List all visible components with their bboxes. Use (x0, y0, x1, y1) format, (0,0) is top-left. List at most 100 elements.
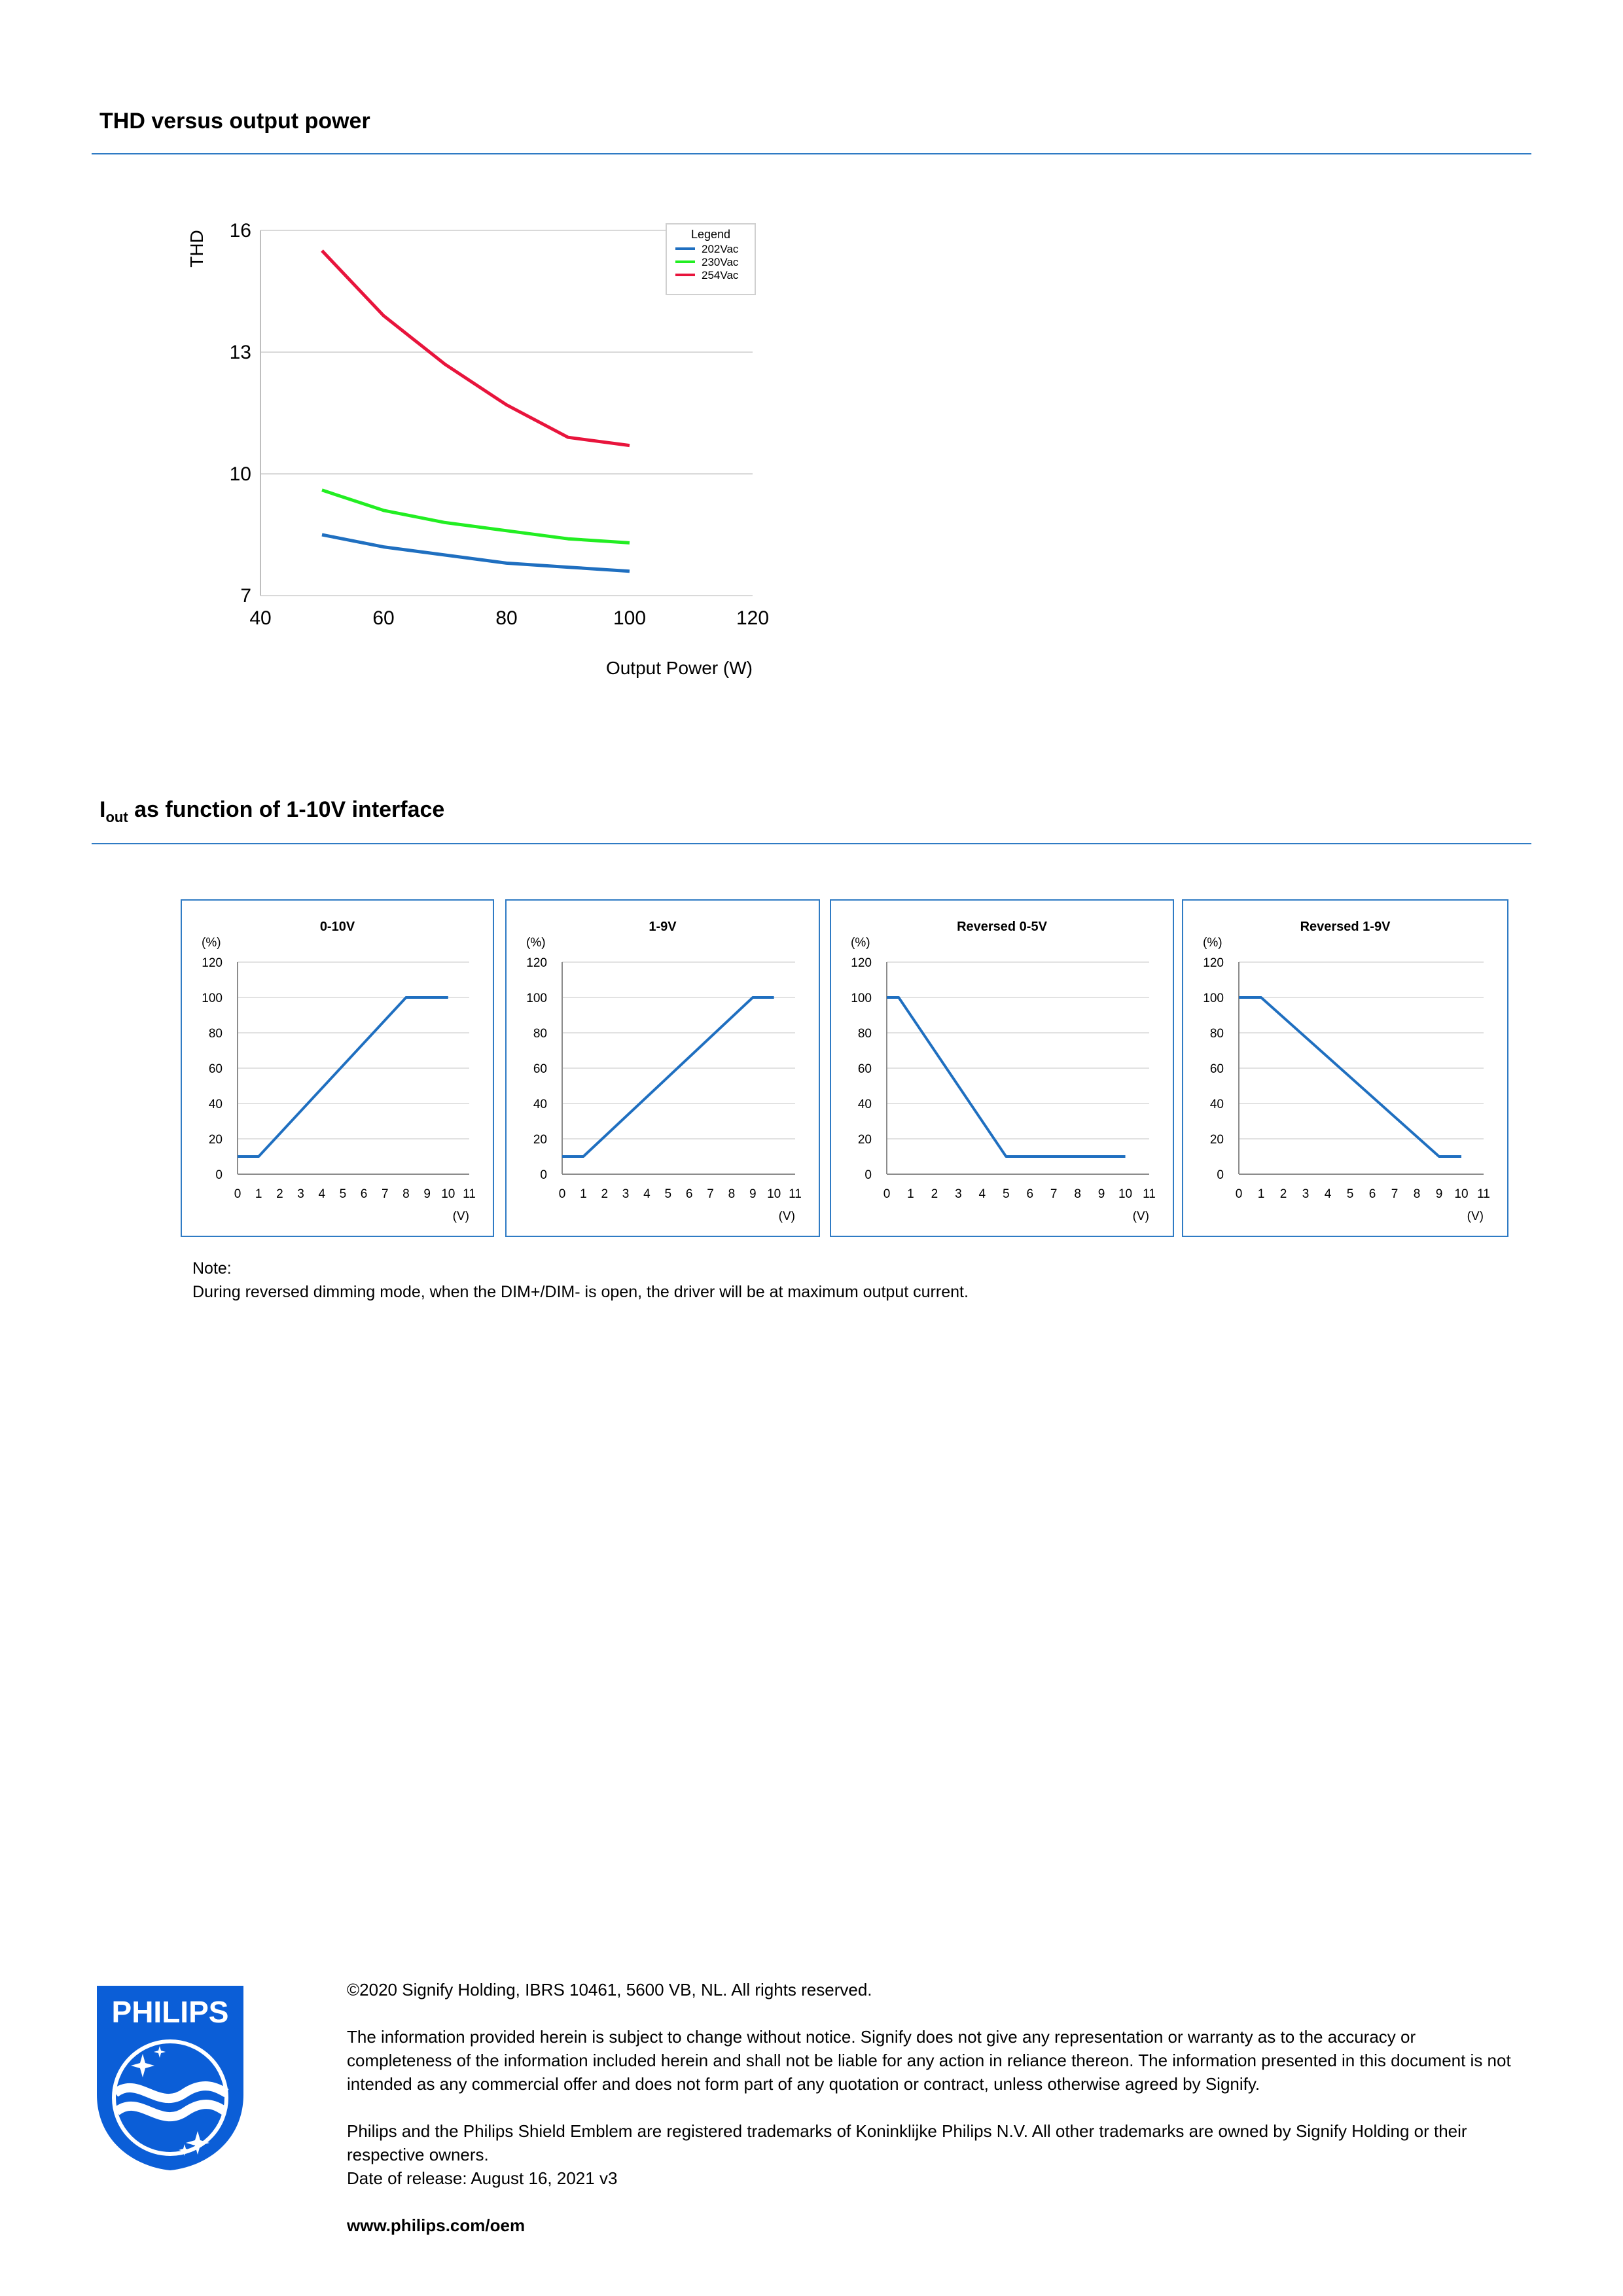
y-tick-label: 100 (526, 992, 547, 1005)
x-tick-label: 9 (1436, 1187, 1443, 1201)
panel-title: 0-10V (320, 920, 355, 934)
thd-section-divider (92, 153, 1531, 154)
x-tick-label: 5 (340, 1187, 347, 1201)
x-tick-label: 8 (402, 1187, 410, 1201)
thd-chart: 7 10 13 16 40 60 80 100 120 THD Output Power (W) Le… (187, 220, 769, 678)
x-tick-label: 8 (1074, 1187, 1081, 1201)
y-tick-label: 100 (851, 992, 872, 1005)
x-tick-label: 10 (1454, 1187, 1468, 1201)
dimming-curve (887, 996, 1126, 1158)
footer-copyright: ©2020 Signify Holding, IBRS 10461, 5600 … (347, 1980, 872, 2000)
y-tick-label: 40 (858, 1098, 872, 1111)
y-tick-label: 0 (215, 1168, 223, 1182)
x-unit-label: (V) (1467, 1210, 1484, 1223)
x-tick-label: 1 (1258, 1187, 1265, 1201)
x-tick-label: 40 (249, 607, 271, 629)
y-tick-label: 80 (858, 1027, 872, 1041)
x-tick-label: 2 (931, 1187, 938, 1201)
legend-box (666, 223, 756, 295)
y-unit-label: (%) (851, 936, 870, 950)
y-unit-label: (%) (1203, 936, 1222, 950)
x-tick-label: 2 (1280, 1187, 1287, 1201)
x-tick-label: 9 (749, 1187, 757, 1201)
footer-website-link[interactable]: www.philips.com/oem (347, 2215, 526, 2235)
x-tick-label: 8 (728, 1187, 736, 1201)
y-axis-label: THD (187, 230, 207, 268)
y-tick-label: 120 (1203, 956, 1224, 970)
x-tick-label: 11 (1477, 1187, 1490, 1201)
x-tick-label: 9 (1098, 1187, 1105, 1201)
x-tick-label: 0 (234, 1187, 241, 1201)
iout-section-divider (92, 843, 1531, 844)
x-tick-label: 2 (601, 1187, 608, 1201)
x-tick-label: 0 (1236, 1187, 1243, 1201)
y-tick-label: 0 (1217, 1168, 1224, 1182)
legend-label: 230Vac (702, 256, 739, 268)
x-tick-label: 10 (767, 1187, 781, 1201)
legend-title: Legend (691, 228, 730, 241)
panel-title: Reversed 0-5V (957, 920, 1048, 934)
y-tick-label: 0 (865, 1168, 872, 1182)
x-tick-label: 100 (613, 607, 646, 629)
dim-panel-reversed-0-5v: Reversed 0-5V (%) 0 20 40 60 80 100 120 0 1 2 3 4 5 6 7 8… (830, 899, 1174, 1237)
y-unit-label: (%) (202, 936, 221, 950)
x-unit-label: (V) (1133, 1210, 1149, 1223)
y-tick-label: 40 (209, 1098, 223, 1111)
x-tick-label: 4 (979, 1187, 986, 1201)
legend-label: 202Vac (702, 243, 739, 255)
y-tick-label: 20 (858, 1133, 872, 1147)
dim-panel-1-9v: 1-9V (%) 0 20 40 60 80 100 120 0 1 2 3 4 5 6 7 8 9 10 11 (V) (505, 899, 820, 1237)
legend-label: 254Vac (702, 269, 739, 281)
dim-panel-reversed-1-9v: Reversed 1-9V (%) 0 20 40 60 80 100 120 0 1 2 3 4 5 6 7 8… (1182, 899, 1508, 1237)
y-tick-label: 120 (526, 956, 547, 970)
x-tick-label: 1 (580, 1187, 587, 1201)
y-tick-label: 20 (1210, 1133, 1224, 1147)
note-label: Note: (192, 1259, 232, 1278)
x-tick-label: 6 (1369, 1187, 1376, 1201)
x-tick-label: 4 (1325, 1187, 1332, 1201)
y-tick-label: 60 (858, 1062, 872, 1076)
y-tick-label: 60 (533, 1062, 547, 1076)
x-unit-label: (V) (779, 1210, 795, 1223)
footer-trademarks: Philips and the Philips Shield Emblem ar… (347, 2121, 1467, 2164)
x-tick-label: 3 (1302, 1187, 1310, 1201)
y-unit-label: (%) (526, 936, 546, 950)
panel-title: Reversed 1-9V (1300, 920, 1391, 934)
x-tick-label: 6 (361, 1187, 368, 1201)
y-tick-label: 20 (533, 1133, 547, 1147)
x-tick-label: 6 (1026, 1187, 1033, 1201)
svg-text:PHILIPS: PHILIPS (112, 1995, 229, 2029)
x-tick-label: 9 (423, 1187, 431, 1201)
y-tick-label: 20 (209, 1133, 223, 1147)
footer-disclaimer: The information provided herein is subje… (347, 2027, 1511, 2094)
y-tick-label: 120 (851, 956, 872, 970)
series-line-230vac (321, 488, 630, 545)
x-tick-label: 3 (955, 1187, 962, 1201)
note-text: During reversed dimming mode, when the D… (192, 1283, 969, 1301)
dim-panel-0-10v: 0-10V (%) 0 20 40 60 80 100 120 0 1 2 3 4 5 6 7 8 9 10 11 (V) (181, 899, 494, 1237)
x-tick-label: 5 (665, 1187, 672, 1201)
x-tick-label: 10 (441, 1187, 455, 1201)
y-tick-label: 40 (1210, 1098, 1224, 1111)
x-tick-label: 7 (1391, 1187, 1399, 1201)
x-tick-label: 7 (1050, 1187, 1058, 1201)
dimming-curve (1239, 996, 1461, 1158)
panel-title: 1-9V (649, 920, 677, 934)
y-tick-label: 60 (1210, 1062, 1224, 1076)
note: Note: During reversed dimming mode, when… (192, 1257, 969, 1304)
y-tick-label: 7 (240, 585, 251, 607)
x-tick-label: 0 (883, 1187, 891, 1201)
y-tick-label: 60 (209, 1062, 223, 1076)
iout-section-title: Iout as function of 1-10V interface (99, 797, 445, 825)
x-tick-label: 10 (1118, 1187, 1132, 1201)
x-tick-label: 3 (622, 1187, 630, 1201)
series-line-254vac (321, 249, 630, 448)
x-tick-label: 4 (643, 1187, 651, 1201)
x-tick-label: 11 (1143, 1187, 1156, 1201)
y-tick-label: 0 (540, 1168, 547, 1182)
x-tick-label: 7 (707, 1187, 714, 1201)
y-tick-label: 80 (533, 1027, 547, 1041)
philips-shield-logo: PHILIPS (97, 1986, 243, 2170)
x-tick-label: 5 (1003, 1187, 1010, 1201)
y-tick-label: 16 (230, 220, 251, 242)
